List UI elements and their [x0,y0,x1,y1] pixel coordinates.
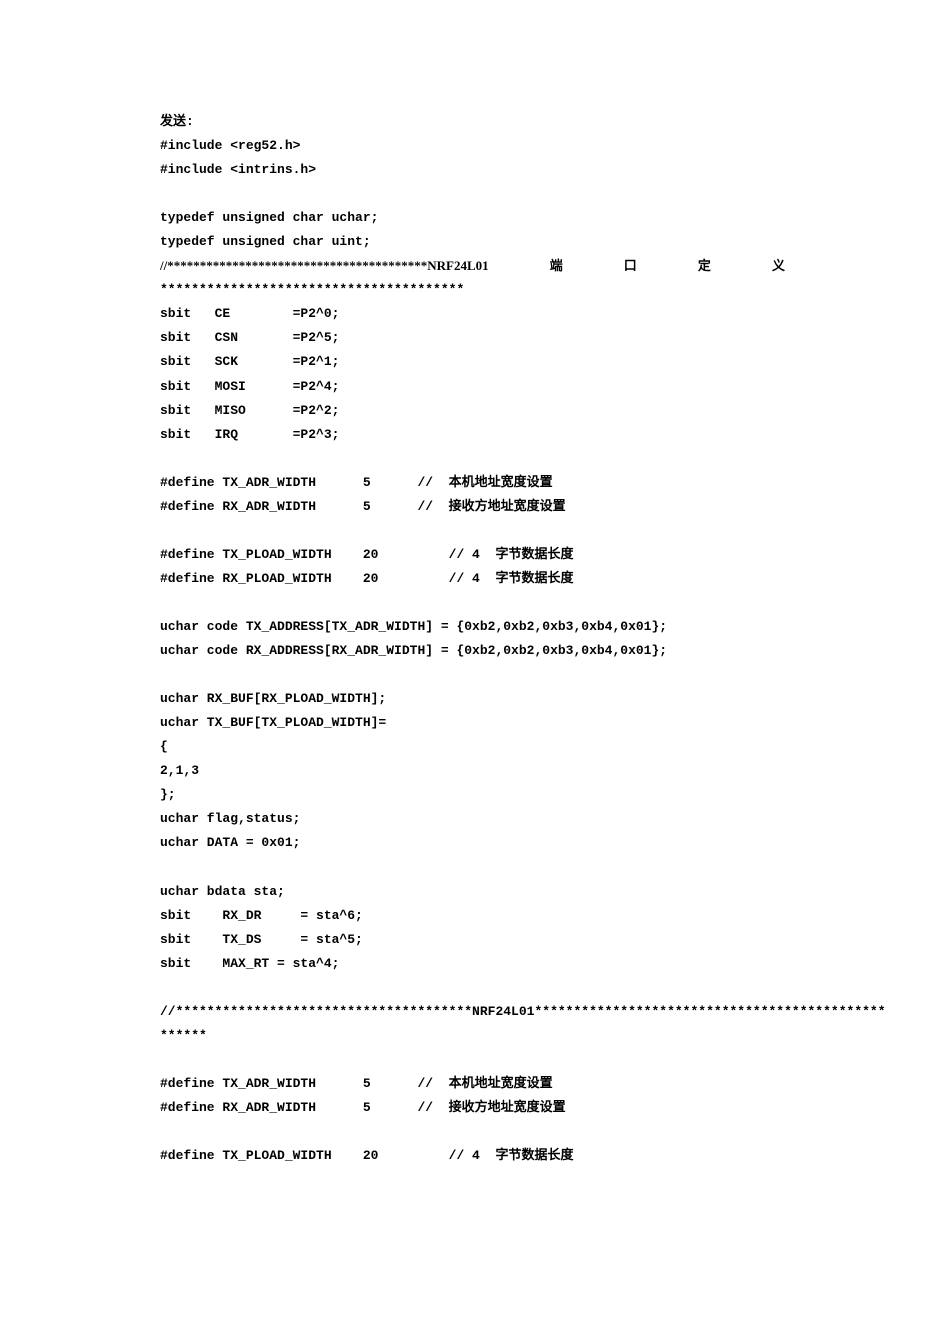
code-line: sbit TX_DS = sta^5; [160,928,785,952]
blank-line [160,976,785,1000]
code-line: uchar bdata sta; [160,880,785,904]
code-line: sbit SCK =P2^1; [160,350,785,374]
code-line: ****** [160,1024,785,1048]
segment: 端 [550,254,563,278]
code-line: #include <reg52.h> [160,134,785,158]
segment: 定 [698,254,711,278]
code-line: }; [160,783,785,807]
blank-line [160,855,785,879]
code-line: { [160,735,785,759]
code-line-justified: //**************************************… [160,254,785,278]
code-line: uchar TX_BUF[TX_PLOAD_WIDTH]= [160,711,785,735]
blank-line [160,591,785,615]
code-line: sbit CE =P2^0; [160,302,785,326]
code-line: uchar DATA = 0x01; [160,831,785,855]
code-line: typedef unsigned char uchar; [160,206,785,230]
code-line: 发送: [160,110,785,134]
code-line: #define TX_ADR_WIDTH 5 // 本机地址宽度设置 [160,1072,785,1096]
blank-line [160,519,785,543]
code-line: uchar code TX_ADDRESS[TX_ADR_WIDTH] = {0… [160,615,785,639]
code-line: #define TX_PLOAD_WIDTH 20 // 4 字节数据长度 [160,1144,785,1168]
document-page: 发送: #include <reg52.h> #include <intrins… [0,0,945,1337]
code-line: sbit MOSI =P2^4; [160,375,785,399]
code-line: sbit CSN =P2^5; [160,326,785,350]
code-line: uchar RX_BUF[RX_PLOAD_WIDTH]; [160,687,785,711]
blank-line [160,182,785,206]
code-line: #define RX_ADR_WIDTH 5 // 接收方地址宽度设置 [160,1096,785,1120]
blank-line [160,1048,785,1072]
code-line: typedef unsigned char uint; [160,230,785,254]
code-line: //**************************************… [160,1000,785,1024]
blank-line [160,663,785,687]
code-line: #define RX_ADR_WIDTH 5 // 接收方地址宽度设置 [160,495,785,519]
code-line: sbit RX_DR = sta^6; [160,904,785,928]
segment: 口 [624,254,637,278]
code-line: #define TX_ADR_WIDTH 5 // 本机地址宽度设置 [160,471,785,495]
code-line: #define TX_PLOAD_WIDTH 20 // 4 字节数据长度 [160,543,785,567]
code-line: uchar code RX_ADDRESS[RX_ADR_WIDTH] = {0… [160,639,785,663]
blank-line [160,1120,785,1144]
segment: 义 [772,254,785,278]
segment: //**************************************… [160,254,489,278]
code-line: sbit MAX_RT = sta^4; [160,952,785,976]
code-line: #include <intrins.h> [160,158,785,182]
code-line: 2,1,3 [160,759,785,783]
code-line: sbit MISO =P2^2; [160,399,785,423]
code-line: #define RX_PLOAD_WIDTH 20 // 4 字节数据长度 [160,567,785,591]
blank-line [160,447,785,471]
code-line: uchar flag,status; [160,807,785,831]
code-line: *************************************** [160,278,785,302]
code-line: sbit IRQ =P2^3; [160,423,785,447]
